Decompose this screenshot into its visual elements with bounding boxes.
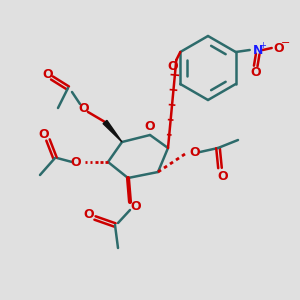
Text: O: O [43,68,53,80]
Text: O: O [273,41,284,55]
Text: O: O [250,67,261,80]
Text: O: O [84,208,94,220]
Text: N: N [253,44,263,56]
Text: O: O [145,121,155,134]
Text: +: + [259,41,266,50]
Text: O: O [190,146,200,158]
Text: O: O [71,155,81,169]
Text: O: O [218,169,228,182]
Text: −: − [281,38,290,48]
Polygon shape [103,120,122,142]
Text: O: O [167,59,178,73]
Text: O: O [79,101,89,115]
Text: O: O [131,200,141,212]
Text: O: O [39,128,49,140]
